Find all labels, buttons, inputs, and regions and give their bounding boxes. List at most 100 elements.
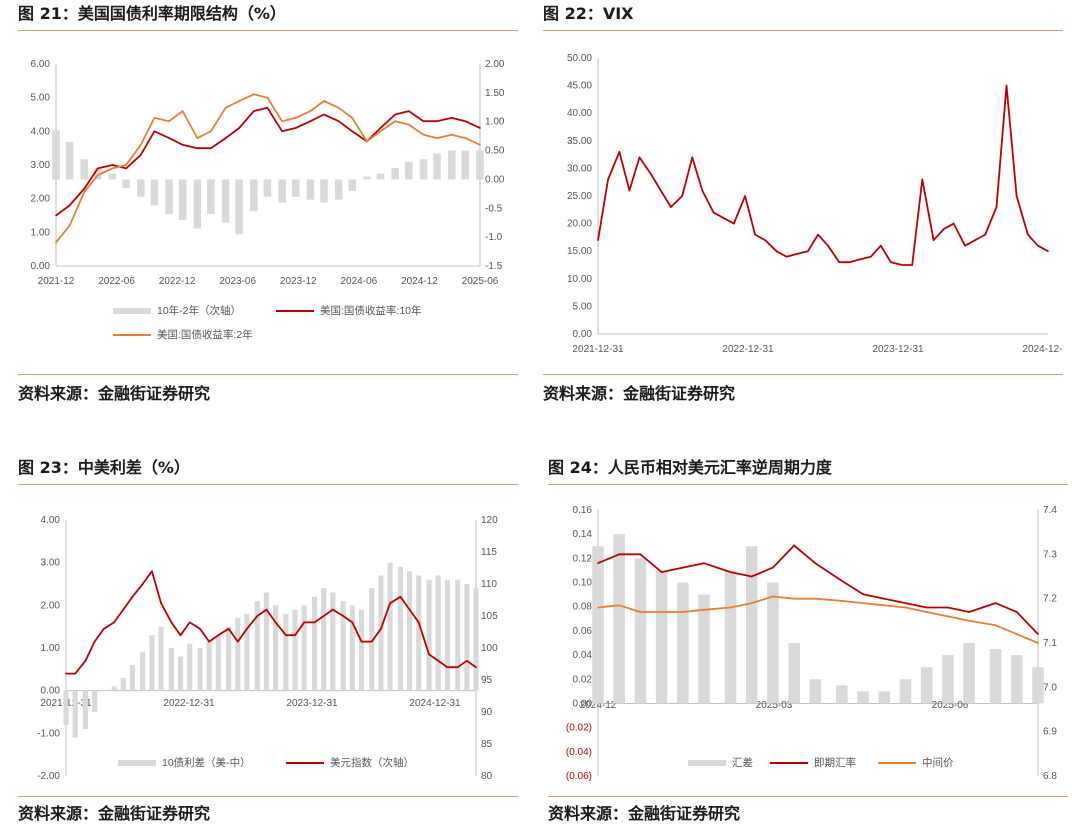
data-point [795,253,798,255]
data-point [417,621,420,624]
y-tick-label: 0.08 [573,602,593,613]
data-point [380,628,382,630]
bar [378,575,384,691]
y2-tick-label: 0.00 [485,174,505,185]
data-point [153,117,156,119]
x-tick-label: 2022-06 [98,276,135,287]
data-point [681,195,684,197]
data-point [238,100,240,102]
data-point [597,562,599,564]
legend-swatch [688,760,726,766]
x-tick-label: 2021-12 [38,276,75,287]
legend-swatch [118,760,156,766]
y-tick-label: 35.00 [567,136,592,147]
x-tick-label: 2024-06 [341,276,378,287]
data-point [238,127,240,129]
data-point [274,621,277,624]
data-point [764,239,766,241]
data-point [701,189,704,192]
panel-us-treasury-term-structure: 图 21：美国国债利率期限结构（%） 0.00 1.00 2.00 3.00 4.00 5… [18,0,518,410]
data-point [952,222,955,225]
data-point [618,604,621,607]
bar [963,643,975,704]
data-point [450,133,453,136]
data-point [394,120,397,123]
bar [150,179,159,206]
data-point [351,130,354,133]
data-point [65,672,67,675]
series-line [66,570,477,675]
data-point [848,261,851,264]
bar [168,648,174,691]
data-point [153,130,156,133]
data-point [456,666,459,668]
bar [263,592,269,691]
data-point [337,120,340,123]
legend-label: 汇差 [732,756,753,769]
data-point [83,187,86,190]
y2-tick-label: 0.50 [485,146,505,157]
data-point [775,250,778,252]
data-point [281,130,283,133]
bar [250,179,258,212]
data-point [125,167,127,170]
bar-series [63,562,479,738]
bar [476,150,484,180]
y-tick-label: 0.00 [31,261,51,272]
bar [677,582,689,704]
data-point [68,204,71,207]
data-point [313,621,316,624]
data-point [446,666,449,668]
data-point [883,604,886,607]
data-point [793,597,795,600]
y2-tick-label: 80 [481,771,493,782]
data-point [994,624,997,627]
bar [221,179,230,223]
data-point [199,628,201,630]
bar [235,179,243,235]
data-point [942,228,945,230]
bar [461,150,470,180]
data-point [838,261,841,264]
bar [177,656,184,691]
data-point [597,606,599,609]
data-point [84,660,87,662]
bar [473,588,479,691]
bar [1032,667,1044,704]
bar [193,179,202,229]
data-point [266,106,269,109]
data-point [55,214,57,217]
bar [52,130,60,180]
bar [634,558,647,704]
y-tick-label: -2.00 [37,771,60,782]
legend-swatch [113,308,151,314]
data-point [399,596,402,598]
y-tick-label: 0.00 [573,698,593,709]
y-tick-label: 1.00 [41,643,61,654]
title-rule [18,484,518,485]
data-point [639,553,642,556]
bar [363,176,371,180]
y2-tick-label: 7.0 [1043,682,1057,693]
data-point [722,217,725,219]
y2-tick-label: 6.8 [1043,771,1057,782]
data-point [181,110,184,112]
data-point [703,608,705,611]
y2-tick-label: -1.5 [485,261,503,272]
y2-tick-label: 7.4 [1043,505,1057,516]
y-tick-label: 4.00 [41,515,61,526]
bar [94,167,102,180]
bar [348,179,356,191]
chart-china-us-spread: -2.00 -1.00 0.00 1.00 2.00 3.00 4.00 80 85 90 95 10… [37,515,498,782]
chart-vix: 0.00 5.00 10.00 15.00 20.00 25.00 30.00 35.00 40… [567,53,1063,355]
legend-label: 10债利差（美-中） [162,756,251,769]
y-tick-label: 6.00 [31,59,51,70]
data-point [256,615,259,617]
bar [698,594,710,704]
bar [416,575,422,691]
data-point [649,173,652,175]
y-tick-label: 5.00 [573,301,593,312]
y-tick-label: 40.00 [567,108,592,119]
data-point [869,255,872,258]
data-point [323,113,325,116]
